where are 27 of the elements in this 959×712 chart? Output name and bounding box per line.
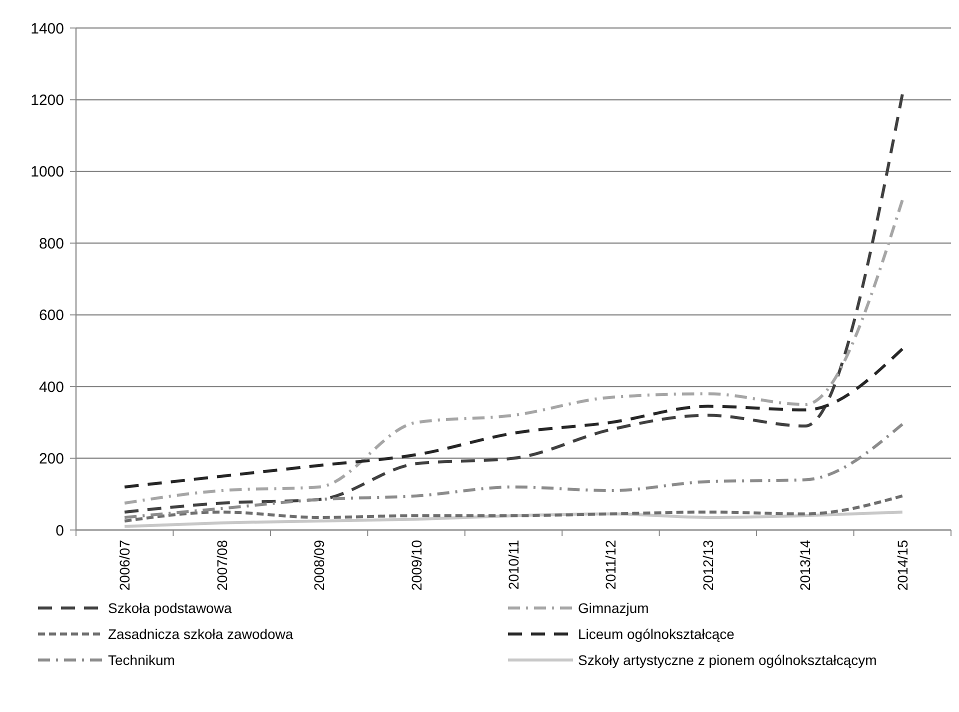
- x-tick-label: 2011/12: [602, 540, 619, 590]
- legend-label: Szkoły artystyczne z pionem ogólnokształcącym: [578, 652, 877, 668]
- y-tick-label: 400: [38, 378, 64, 396]
- legend-label: Technikum: [108, 652, 175, 668]
- y-tick-label: 1200: [30, 92, 64, 109]
- line-series: [123, 92, 904, 514]
- line-series: [123, 198, 904, 505]
- y-tick-label: 800: [38, 235, 64, 252]
- legend-label: Szkoła podstawowa: [108, 600, 232, 616]
- x-tick-label: 2014/15: [894, 540, 910, 591]
- legend-label: Liceum ogólnokształcące: [578, 626, 735, 642]
- x-tick-label: 2013/14: [797, 540, 814, 591]
- x-tick-label: 2007/08: [214, 540, 230, 591]
- y-tick-label: 0: [56, 522, 64, 540]
- y-tick-label: 200: [38, 450, 64, 468]
- legend-label: Zasadnicza szkoła zawodowa: [108, 626, 294, 642]
- legend-label: Gimnazjum: [578, 600, 649, 616]
- y-tick-label: 1000: [30, 164, 64, 181]
- y-tick-label: 600: [38, 307, 64, 324]
- line-series: [123, 494, 904, 523]
- x-tick-label: 2010/11: [506, 540, 522, 590]
- line-series: [123, 347, 904, 488]
- x-tick-label: 2012/13: [700, 540, 716, 591]
- x-tick-label: 2006/07: [116, 540, 133, 591]
- x-tick-label: 2008/09: [311, 540, 328, 591]
- x-tick-label: 2009/10: [408, 540, 424, 591]
- y-tick-label: 1400: [30, 20, 64, 38]
